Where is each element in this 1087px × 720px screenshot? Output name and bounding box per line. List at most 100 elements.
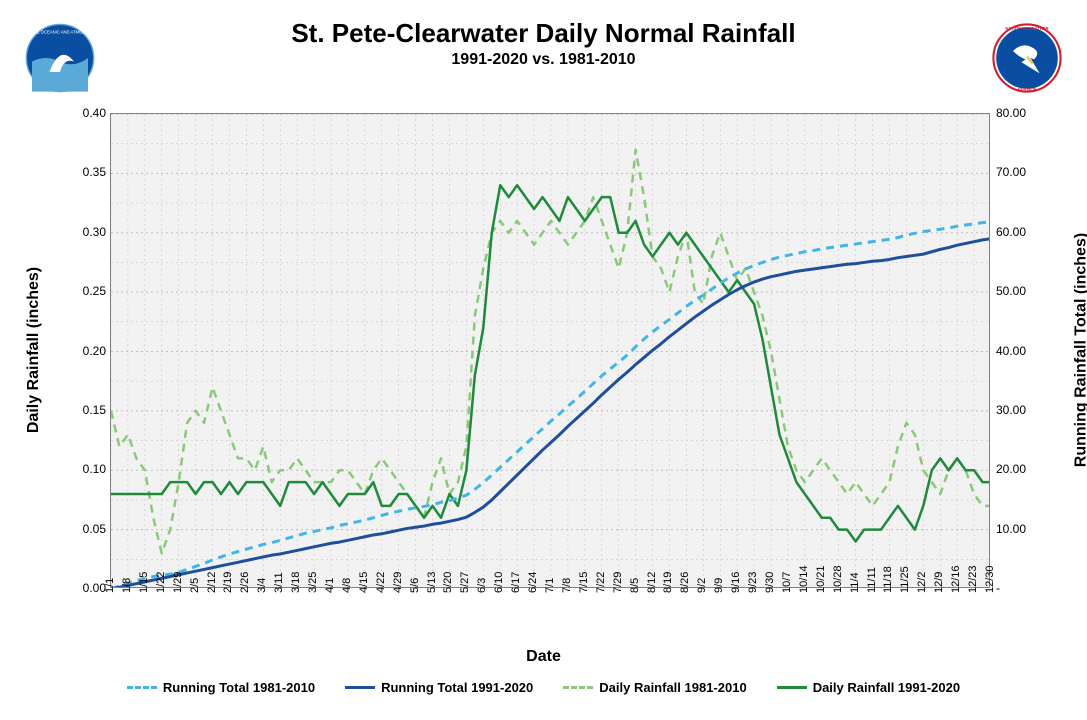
x-tick: 1/1 [104, 578, 116, 593]
y-axis-left: 0.000.050.100.150.200.250.300.350.40 [70, 113, 110, 588]
y-right-tick: 50.00 [996, 284, 1026, 298]
x-tick: 12/16 [950, 565, 962, 593]
legend-item: Daily Rainfall 1981-2010 [563, 680, 746, 695]
chart-svg [111, 114, 989, 587]
x-tick: 4/29 [392, 572, 404, 593]
x-tick: 5/13 [426, 572, 438, 593]
legend-label: Running Total 1991-2020 [381, 680, 533, 695]
svg-text:SERVICE: SERVICE [1018, 87, 1037, 92]
x-tick: 8/19 [662, 572, 674, 593]
x-tick: 4/8 [341, 578, 353, 593]
x-tick: 9/2 [696, 578, 708, 593]
legend-swatch [345, 686, 375, 689]
x-tick: 6/24 [527, 572, 539, 593]
x-tick: 10/14 [798, 565, 810, 593]
x-tick: 8/12 [646, 572, 658, 593]
x-tick: 9/9 [713, 578, 725, 593]
x-tick: 6/17 [510, 572, 522, 593]
y-right-tick: 20.00 [996, 462, 1026, 476]
x-tick: 2/12 [206, 572, 218, 593]
x-tick: 3/11 [273, 572, 285, 593]
y-left-tick: 0.20 [83, 344, 106, 358]
y-right-tick: 70.00 [996, 165, 1026, 179]
y-left-tick: 0.05 [83, 522, 106, 536]
x-tick: 4/15 [358, 572, 370, 593]
x-tick: 3/25 [307, 572, 319, 593]
x-tick: 7/22 [595, 572, 607, 593]
chart-title: St. Pete-Clearwater Daily Normal Rainfal… [10, 18, 1077, 49]
x-tick: 12/2 [916, 572, 928, 593]
x-tick: 7/29 [612, 572, 624, 593]
legend-item: Daily Rainfall 1991-2020 [777, 680, 960, 695]
x-tick: 10/21 [815, 565, 827, 593]
x-tick: 8/26 [679, 572, 691, 593]
svg-text:NATIONAL WEATHER: NATIONAL WEATHER [1005, 26, 1048, 31]
x-tick: 1/15 [138, 572, 150, 593]
x-tick: 6/10 [493, 572, 505, 593]
y-left-tick: 0.30 [83, 225, 106, 239]
x-tick: 9/30 [764, 572, 776, 593]
x-tick: 12/9 [933, 572, 945, 593]
svg-text:NATIONAL OCEANIC AND ATMOSPHER: NATIONAL OCEANIC AND ATMOSPHERIC [25, 30, 95, 35]
x-tick: 12/30 [984, 565, 996, 593]
legend-item: Running Total 1991-2020 [345, 680, 533, 695]
x-tick: 4/1 [324, 578, 336, 593]
x-axis-ticks: 1/11/81/151/221/292/52/122/192/263/43/11… [110, 590, 990, 650]
y-right-tick: 10.00 [996, 522, 1026, 536]
x-axis-label: Date [10, 648, 1077, 666]
x-tick: 11/4 [849, 572, 861, 593]
y-axis-right-label: Running Rainfall Total (inches) [1072, 233, 1087, 467]
chart-subtitle: 1991-2020 vs. 1981-2010 [10, 51, 1077, 69]
y-left-tick: 0.00 [83, 581, 106, 595]
x-tick: 12/23 [967, 565, 979, 593]
x-tick: 9/23 [747, 572, 759, 593]
y-right-tick: 30.00 [996, 403, 1026, 417]
x-tick: 2/19 [222, 572, 234, 593]
x-tick: 7/1 [544, 578, 556, 593]
y-right-tick: - [996, 581, 1000, 595]
legend-swatch [127, 686, 157, 689]
x-tick: 2/5 [189, 578, 201, 593]
legend: Running Total 1981-2010 Running Total 199… [10, 680, 1077, 695]
y-left-tick: 0.10 [83, 462, 106, 476]
plot-area [110, 113, 990, 588]
legend-label: Daily Rainfall 1981-2010 [599, 680, 746, 695]
legend-swatch [777, 686, 807, 689]
x-tick: 6/3 [476, 578, 488, 593]
x-tick: 3/4 [256, 578, 268, 593]
y-left-tick: 0.40 [83, 106, 106, 120]
y-left-tick: 0.35 [83, 165, 106, 179]
x-tick: 1/22 [155, 572, 167, 593]
x-tick: 5/20 [442, 572, 454, 593]
x-tick: 4/22 [375, 572, 387, 593]
x-tick: 11/18 [882, 566, 894, 593]
x-tick: 1/29 [172, 572, 184, 593]
x-tick: 9/16 [730, 572, 742, 593]
x-tick: 5/27 [459, 572, 471, 593]
y-axis-right: -10.0020.0030.0040.0050.0060.0070.0080.0… [992, 113, 1032, 588]
x-tick: 11/25 [899, 566, 911, 593]
x-tick: 10/28 [832, 565, 844, 593]
legend-label: Daily Rainfall 1991-2020 [813, 680, 960, 695]
x-tick: 3/18 [290, 572, 302, 593]
y-left-tick: 0.15 [83, 403, 106, 417]
nws-logo: NATIONAL WEATHER SERVICE [992, 23, 1062, 93]
y-right-tick: 40.00 [996, 344, 1026, 358]
x-tick: 2/26 [239, 572, 251, 593]
x-tick: 8/5 [629, 578, 641, 593]
x-tick: 10/7 [781, 572, 793, 593]
x-tick: 5/6 [409, 578, 421, 593]
y-left-tick: 0.25 [83, 284, 106, 298]
legend-item: Running Total 1981-2010 [127, 680, 315, 695]
y-axis-left-label: Daily Rainfall (inches) [25, 267, 43, 433]
y-right-tick: 60.00 [996, 225, 1026, 239]
noaa-logo: NATIONAL OCEANIC AND ATMOSPHERIC [25, 23, 95, 93]
legend-swatch [563, 686, 593, 689]
legend-label: Running Total 1981-2010 [163, 680, 315, 695]
x-tick: 7/15 [578, 572, 590, 593]
chart-container: NATIONAL OCEANIC AND ATMOSPHERIC NATIONA… [10, 18, 1077, 718]
x-tick: 11/11 [866, 567, 878, 593]
x-tick: 7/8 [561, 578, 573, 593]
y-right-tick: 80.00 [996, 106, 1026, 120]
x-tick: 1/8 [121, 578, 133, 593]
